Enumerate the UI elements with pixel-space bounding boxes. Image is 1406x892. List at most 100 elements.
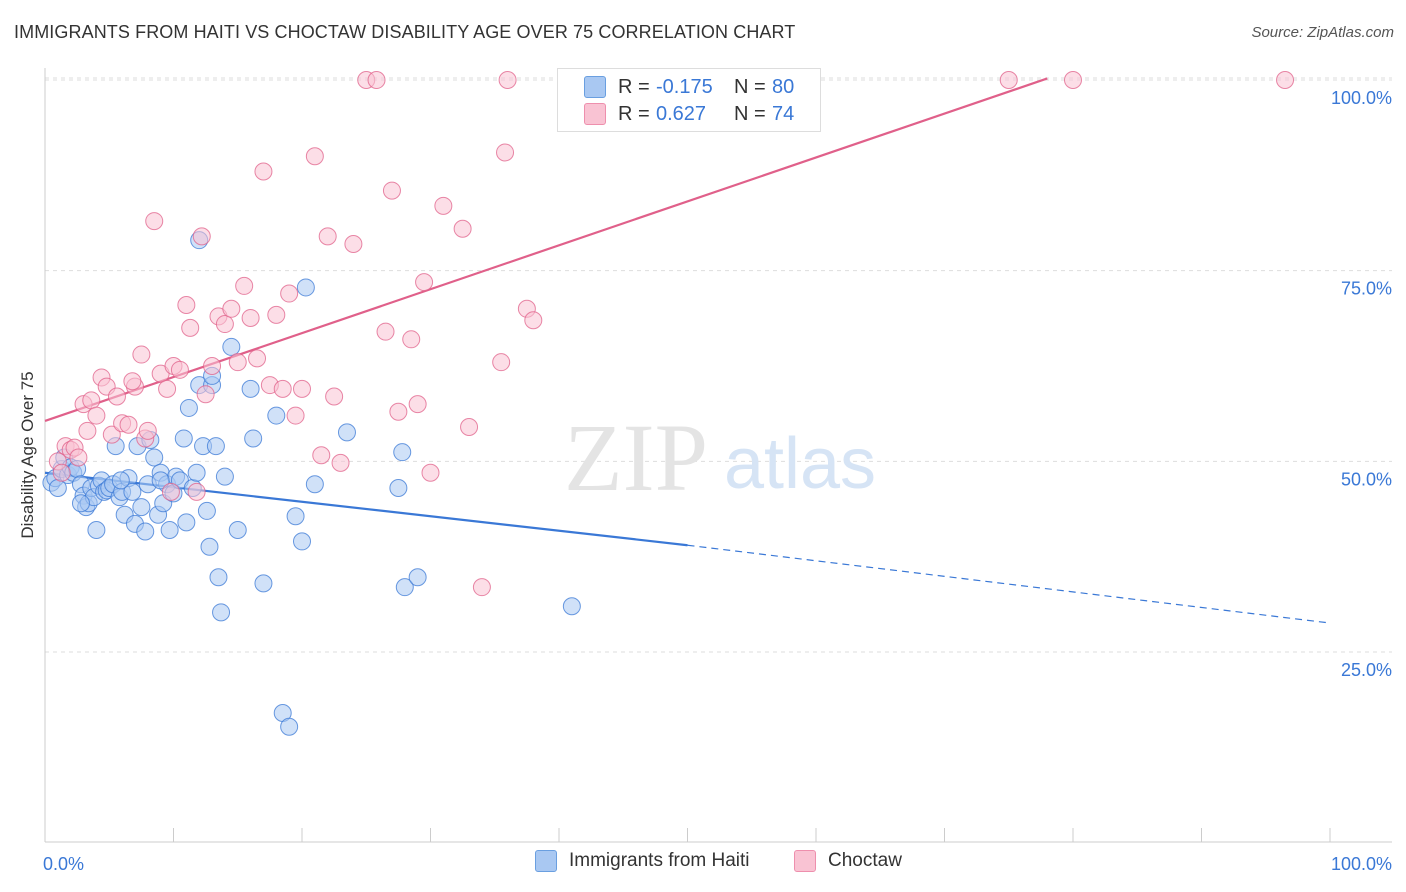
haiti-point (389, 479, 408, 498)
haiti-point (286, 507, 305, 526)
r-value: -0.175 (656, 75, 713, 98)
haiti-point (87, 520, 106, 539)
choctaw-point (187, 482, 206, 501)
points-layer (42, 71, 1295, 736)
haiti-point (187, 463, 206, 482)
choctaw-point (170, 360, 189, 379)
choctaw-point (376, 322, 395, 341)
haiti-point (296, 278, 315, 297)
haiti-point (136, 522, 155, 541)
choctaw-point (215, 315, 234, 334)
haiti-point (280, 717, 299, 736)
legend-label-haiti: Immigrants from Haiti (569, 850, 750, 871)
haiti-point (174, 429, 193, 448)
haiti-point (212, 603, 231, 622)
stats-row-haiti: R = -0.175 N = 80 (584, 75, 794, 99)
choctaw-point (267, 305, 286, 324)
choctaw-point (421, 463, 440, 482)
haiti-point (200, 537, 219, 556)
y-tick-label: 100.0% (1331, 88, 1392, 108)
x-tick-label: 100.0% (1331, 854, 1392, 874)
choctaw-point (408, 395, 427, 414)
choctaw-point (280, 284, 299, 303)
haiti-point (206, 437, 225, 456)
haiti-swatch (584, 76, 606, 98)
legend-label-choctaw: Choctaw (828, 850, 902, 871)
choctaw-point (78, 421, 97, 440)
watermark: ZIP atlas (564, 404, 876, 511)
choctaw-point (286, 406, 305, 425)
y-tick-label: 25.0% (1341, 660, 1392, 680)
watermark-atlas: atlas (724, 424, 876, 504)
haiti-point (267, 406, 286, 425)
choctaw-point (235, 276, 254, 295)
choctaw-point (196, 385, 215, 404)
n-label: N = (734, 75, 766, 98)
choctaw-point (69, 448, 88, 467)
choctaw-point (192, 227, 211, 246)
haiti-point (305, 475, 324, 494)
choctaw-point (293, 379, 311, 398)
haiti-trend-projection (687, 544, 1331, 624)
haiti-point (228, 520, 247, 539)
axis-layer: 25.0% 50.0% 75.0% 100.0% 0.0% 100.0% (43, 68, 1392, 874)
haiti-point (209, 568, 228, 587)
haiti-point (123, 482, 142, 501)
choctaw-point (999, 71, 1018, 89)
choctaw-point (331, 453, 350, 472)
choctaw-trend-line (44, 77, 1048, 422)
choctaw-point (460, 418, 479, 437)
series-legend: Immigrants from Haiti Choctaw (0, 850, 1406, 880)
r-label: R = (618, 102, 650, 125)
haiti-point (160, 520, 179, 539)
n-value: 74 (772, 102, 795, 125)
legend-item-haiti[interactable]: Immigrants from Haiti (535, 850, 750, 872)
haiti-point (293, 532, 311, 551)
choctaw-point (203, 357, 222, 375)
choctaw-point (248, 349, 267, 368)
choctaw-point (119, 415, 138, 434)
choctaw-point (52, 463, 71, 482)
choctaw-point (453, 219, 472, 238)
choctaw-point (87, 406, 106, 425)
grid-layer (45, 77, 1392, 653)
stats-row-choctaw: R = 0.627 N = 74 (584, 102, 794, 126)
source-label: Source: ZipAtlas.com (1251, 24, 1394, 41)
x-tick-label: 0.0% (43, 854, 84, 874)
choctaw-point (222, 299, 241, 318)
r-value: 0.627 (656, 102, 707, 125)
choctaw-legend-swatch (794, 850, 816, 872)
choctaw-point (254, 162, 273, 181)
choctaw-point (389, 402, 408, 421)
choctaw-point (181, 318, 200, 337)
choctaw-point (492, 353, 511, 372)
choctaw-point (228, 353, 247, 372)
choctaw-point (82, 391, 101, 410)
choctaw-point (305, 147, 324, 166)
y-tick-label: 75.0% (1341, 279, 1392, 299)
y-axis-label: Disability Age Over 75 (18, 371, 37, 538)
haiti-point (222, 337, 241, 356)
choctaw-point (1064, 71, 1082, 89)
n-value: 80 (772, 75, 795, 98)
haiti-point (395, 578, 414, 597)
legend-item-choctaw[interactable]: Choctaw (794, 850, 902, 872)
choctaw-point (273, 379, 292, 398)
choctaw-point (158, 379, 177, 398)
choctaw-point (318, 227, 337, 246)
choctaw-point (138, 421, 157, 440)
haiti-point (337, 423, 356, 442)
haiti-point (562, 597, 581, 616)
choctaw-point (177, 295, 196, 314)
haiti-point (254, 574, 273, 593)
choctaw-point (241, 308, 260, 327)
choctaw-point (472, 578, 491, 597)
haiti-point (215, 467, 234, 486)
haiti-point (111, 471, 130, 490)
r-label: R = (618, 75, 650, 98)
choctaw-swatch (584, 103, 606, 125)
choctaw-point (434, 196, 453, 215)
haiti-point (71, 494, 90, 513)
choctaw-point (123, 372, 142, 391)
haiti-point (241, 379, 260, 398)
